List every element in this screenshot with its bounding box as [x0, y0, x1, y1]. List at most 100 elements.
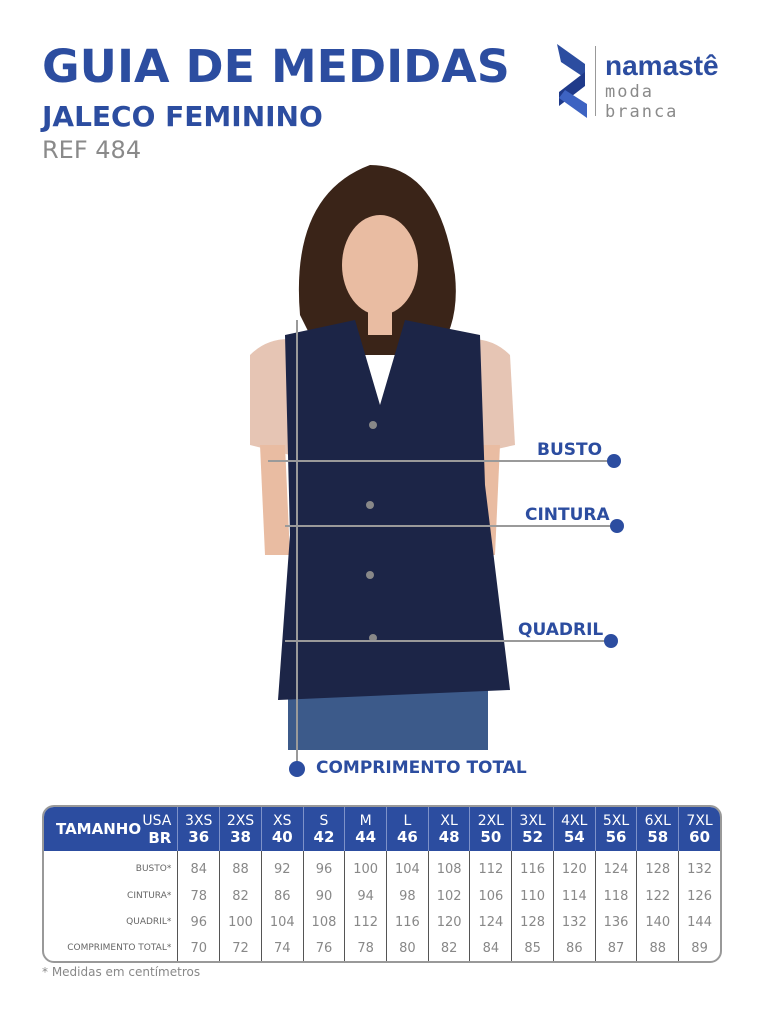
usa-br-labels: USA BR [142, 813, 171, 848]
logo-brand: namastê [605, 50, 719, 81]
br-size: 56 [605, 827, 627, 846]
size-column-header: 2XS 38 [219, 807, 261, 851]
table-cell: 124 [469, 909, 511, 935]
table-cell: 132 [552, 909, 595, 935]
table-cell: 128 [636, 851, 678, 883]
table-cell: 87 [594, 935, 637, 961]
table-cell: 106 [469, 883, 511, 909]
table-cell: 76 [302, 935, 345, 961]
table-cell: 144 [678, 909, 720, 935]
table-cell: 128 [511, 909, 553, 935]
usa-size: L [403, 812, 412, 829]
size-table: TAMANHO USA BR 3XS 36 2XS 38 XS 40 S 42 M 44 L 46 XL 4… [42, 805, 722, 963]
page-subtitle: JALECO FEMININO [42, 100, 323, 133]
table-cell: 136 [594, 909, 637, 935]
table-cell: 140 [636, 909, 678, 935]
usa-size: 2XL [477, 812, 504, 829]
product-ref: REF 484 [42, 136, 142, 164]
size-column-header: 5XL 56 [594, 807, 637, 851]
table-cell: 88 [219, 851, 261, 883]
size-column-header: 3XS 36 [177, 807, 220, 851]
table-cell: 96 [302, 851, 345, 883]
bust-label: BUSTO [537, 440, 603, 460]
table-cell: 78 [344, 935, 386, 961]
usa-size: M [359, 812, 372, 829]
table-cell: 118 [594, 883, 637, 909]
table-cell: 114 [552, 883, 595, 909]
size-header-row: TAMANHO USA BR 3XS 36 2XS 38 XS 40 S 42 M 44 L 46 XL 4… [44, 807, 720, 851]
usa-size: 6XL [644, 812, 671, 829]
bust-line [268, 460, 614, 462]
table-cell: 94 [344, 883, 386, 909]
table-cell: 84 [177, 851, 219, 883]
size-column-header: XS 40 [260, 807, 303, 851]
table-row: COMPRIMENTO TOTAL* 70 72 74 76 78 80 82 84 85 86 87… [44, 935, 720, 961]
table-cell: 92 [260, 851, 303, 883]
table-cell: 100 [344, 851, 386, 883]
size-column-header: 6XL 58 [636, 807, 679, 851]
size-column-header: 3XL 52 [511, 807, 553, 851]
table-row: BUSTO* 84 88 92 96 100 104 108 112 116 120 124 128 13… [44, 851, 720, 883]
br-size: 50 [480, 827, 502, 846]
size-column-header: M 44 [344, 807, 387, 851]
table-cell: 88 [636, 935, 678, 961]
ribbon-logo-icon [557, 44, 587, 118]
table-cell: 104 [386, 851, 428, 883]
brand-logo: namastê moda branca [555, 42, 735, 122]
table-cell: 86 [260, 883, 303, 909]
table-row: QUADRIL* 96 100 104 108 112 116 120 124 128 132 136… [44, 909, 720, 935]
table-cell: 82 [427, 935, 470, 961]
br-size: 54 [563, 827, 585, 846]
hip-dot [604, 634, 618, 648]
br-size: 40 [271, 827, 293, 846]
logo-divider [595, 46, 596, 116]
table-cell: 122 [636, 883, 678, 909]
tamanho-label: TAMANHO [56, 819, 142, 838]
table-cell: 120 [552, 851, 595, 883]
usa-size: 7XL [686, 812, 713, 829]
table-cell: 124 [594, 851, 637, 883]
table-cell: 126 [678, 883, 720, 909]
usa-size: S [319, 812, 329, 829]
usa-size: 3XL [519, 812, 546, 829]
table-cell: 86 [552, 935, 595, 961]
table-cell: 108 [302, 909, 345, 935]
br-size: 36 [188, 827, 210, 846]
table-cell: 108 [427, 851, 470, 883]
logo-tagline: moda branca [605, 82, 679, 122]
table-cell: 82 [219, 883, 261, 909]
page-title: GUIA DE MEDIDAS [42, 40, 510, 93]
waist-line [285, 525, 617, 527]
waist-label: CINTURA [525, 505, 610, 525]
table-cell: 104 [260, 909, 303, 935]
table-cell: 78 [177, 883, 219, 909]
br-size: 44 [355, 827, 377, 846]
usa-size: 2XS [226, 812, 255, 829]
table-cell: 72 [219, 935, 261, 961]
table-cell: 70 [177, 935, 219, 961]
table-cell: 89 [678, 935, 720, 961]
table-cell: 85 [511, 935, 553, 961]
usa-size: 3XS [185, 812, 213, 829]
row-label: COMPRIMENTO TOTAL* [67, 943, 172, 953]
size-column-header: 7XL 60 [678, 807, 720, 851]
footnote: * Medidas em centímetros [42, 965, 201, 979]
br-size: 42 [313, 827, 335, 846]
usa-size: XS [273, 812, 292, 829]
bust-dot [607, 454, 621, 468]
br-size: 38 [230, 827, 251, 846]
br-size: 46 [396, 827, 418, 846]
br-size: 58 [647, 827, 669, 846]
table-cell: 98 [386, 883, 428, 909]
br-size: 52 [522, 827, 544, 846]
table-cell: 116 [386, 909, 428, 935]
table-cell: 74 [260, 935, 303, 961]
hip-line [285, 640, 611, 642]
waist-dot [610, 519, 624, 533]
length-line [296, 320, 298, 765]
br-size: 48 [438, 827, 460, 846]
size-column-header: 2XL 50 [469, 807, 512, 851]
table-cell: 90 [302, 883, 345, 909]
usa-size: 4XL [561, 812, 588, 829]
table-cell: 102 [427, 883, 470, 909]
